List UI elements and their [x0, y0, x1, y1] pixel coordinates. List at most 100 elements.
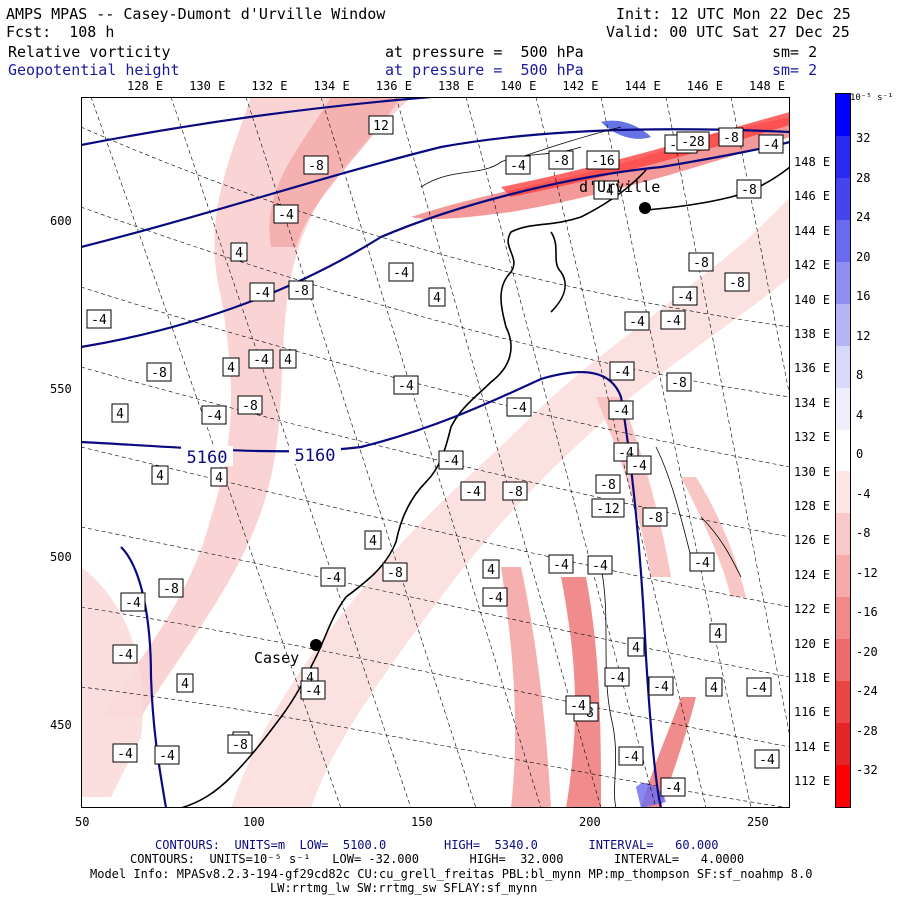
vorticity-label: -4 [201, 405, 227, 425]
svg-text:-16: -16 [591, 154, 614, 169]
right-lon-label: 132 E [794, 430, 831, 445]
svg-text:-8: -8 [293, 284, 309, 299]
svg-text:-8: -8 [507, 485, 523, 500]
svg-text:-4: -4 [159, 749, 175, 764]
vorticity-label: 4 [364, 530, 382, 550]
right-lon-label: 130 E [794, 464, 831, 479]
svg-text:-4: -4 [665, 781, 681, 796]
colorbar-label: -12 [856, 565, 878, 580]
colorbar-label: 12 [856, 328, 871, 343]
colorbar-label: -28 [856, 723, 878, 738]
svg-text:-8: -8 [729, 276, 745, 291]
svg-text:-12: -12 [596, 502, 619, 517]
colorbar-swatch [836, 303, 850, 347]
colorbar-swatch [836, 471, 850, 514]
svg-text:-8: -8 [387, 566, 403, 581]
right-lon-label: 116 E [794, 705, 831, 720]
svg-text:4: 4 [227, 361, 235, 376]
forecast-hour: Fcst: 108 h [6, 23, 115, 41]
vorticity-label: -4 [660, 777, 686, 797]
vorticity-map: 12-8-44-4-8-44-4-8-444-8-44-4-4-8-16-20-… [81, 97, 790, 808]
right-lon-label: 148 E [794, 155, 831, 169]
right-lon-label: 112 E [794, 774, 831, 789]
height-labels: 5160 5160 [181, 444, 341, 468]
colorbar-swatch [836, 429, 850, 472]
footer-model-info: Model Info: MPASv8.2.3-194-gf29cd82c CU:… [90, 867, 813, 881]
casey-label: Casey [254, 649, 299, 667]
y-tick-label: 600 [50, 214, 72, 228]
svg-text:-4: -4 [751, 681, 767, 696]
vorticity-label: -4 [754, 749, 780, 769]
vorticity-label: -4 [120, 592, 146, 612]
svg-text:-4: -4 [125, 596, 141, 611]
svg-text:4: 4 [156, 469, 164, 484]
vorticity-label: -4 [626, 455, 652, 475]
height-label-bg [181, 446, 233, 466]
vorticity-label: -4 [608, 400, 634, 420]
vorticity-label: -4 [300, 680, 326, 700]
y-tick-label: 550 [50, 382, 72, 396]
svg-text:4: 4 [181, 677, 189, 692]
svg-text:12: 12 [373, 119, 389, 134]
vorticity-label: -8 [288, 280, 314, 300]
svg-text:-4: -4 [614, 365, 630, 380]
x-tick-label: 150 [411, 815, 433, 829]
svg-text:4: 4 [235, 246, 243, 261]
svg-text:-4: -4 [665, 314, 681, 329]
vorticity-label: 4 [230, 242, 248, 262]
vorticity-label: -4 [273, 204, 299, 224]
vorticity-label: -4 [672, 286, 698, 306]
vorticity-label: -4 [618, 746, 644, 766]
svg-text:-4: -4 [570, 699, 586, 714]
svg-text:-4: -4 [631, 459, 647, 474]
field2-pressure: at pressure = 500 hPa [385, 61, 584, 79]
vorticity-label: 4 [279, 349, 297, 369]
colorbar-label: -24 [856, 684, 878, 698]
right-lon-label: 122 E [794, 602, 831, 617]
vorticity-label: -8 [227, 734, 253, 754]
vorticity-label: -4 [86, 309, 112, 329]
svg-text:-4: -4 [763, 138, 779, 153]
valid-time: Valid: 00 UTC Sat 27 Dec 25 [606, 23, 850, 41]
right-lon-label: 118 E [794, 671, 831, 685]
top-lon-label: 144 E [624, 79, 661, 93]
svg-text:-8: -8 [163, 582, 179, 597]
colorbar-swatch [836, 94, 850, 137]
vorticity-label: -8 [666, 372, 692, 392]
vorticity-label: -28 [676, 131, 710, 151]
svg-text:-4: -4 [91, 313, 107, 328]
svg-text:-4: -4 [253, 353, 269, 368]
svg-text:4: 4 [714, 627, 722, 642]
svg-text:-4: -4 [623, 750, 639, 765]
vorticity-label: 4 [428, 287, 446, 307]
y-tick-label: 450 [50, 718, 72, 732]
colorbar-swatch [836, 219, 850, 263]
top-lon-label: 130 E [189, 79, 226, 93]
vorticity-label: 4 [222, 357, 240, 377]
vorticity-label: -4 [393, 375, 419, 395]
vorticity-label: -4 [320, 567, 346, 587]
vorticity-label: 4 [210, 467, 228, 487]
right-lon-label: 146 E [794, 189, 831, 204]
footer-height-contours: CONTOURS: UNITS=m LOW= 5100.0 HIGH= 5340… [155, 838, 719, 852]
vorticity-label: -4 [660, 310, 686, 330]
field1-name: Relative vorticity [8, 43, 171, 61]
vorticity-label: -8 [303, 155, 329, 175]
vorticity-label: -4 [112, 743, 138, 763]
right-lon-label: 138 E [794, 327, 831, 341]
svg-text:-4: -4 [393, 266, 409, 281]
vorticity-label: -4 [506, 397, 532, 417]
vorticity-label: -4 [604, 667, 630, 687]
svg-text:-4: -4 [278, 208, 294, 223]
svg-text:-4: -4 [117, 648, 133, 663]
init-time: Init: 12 UTC Mon 22 Dec 25 [616, 5, 851, 23]
svg-text:4: 4 [710, 681, 718, 696]
colorbar [835, 93, 851, 808]
right-lon-label: 114 E [794, 739, 831, 754]
vorticity-label: -4 [154, 745, 180, 765]
vorticity-label: -8 [718, 127, 744, 147]
footer-vorticity-contours: CONTOURS: UNITS=10⁻⁵ s⁻¹ LOW= -32.000 HI… [130, 852, 745, 866]
svg-text:-8: -8 [232, 738, 248, 753]
top-lon-label: 140 E [500, 79, 537, 93]
vorticity-label: -8 [688, 252, 714, 272]
